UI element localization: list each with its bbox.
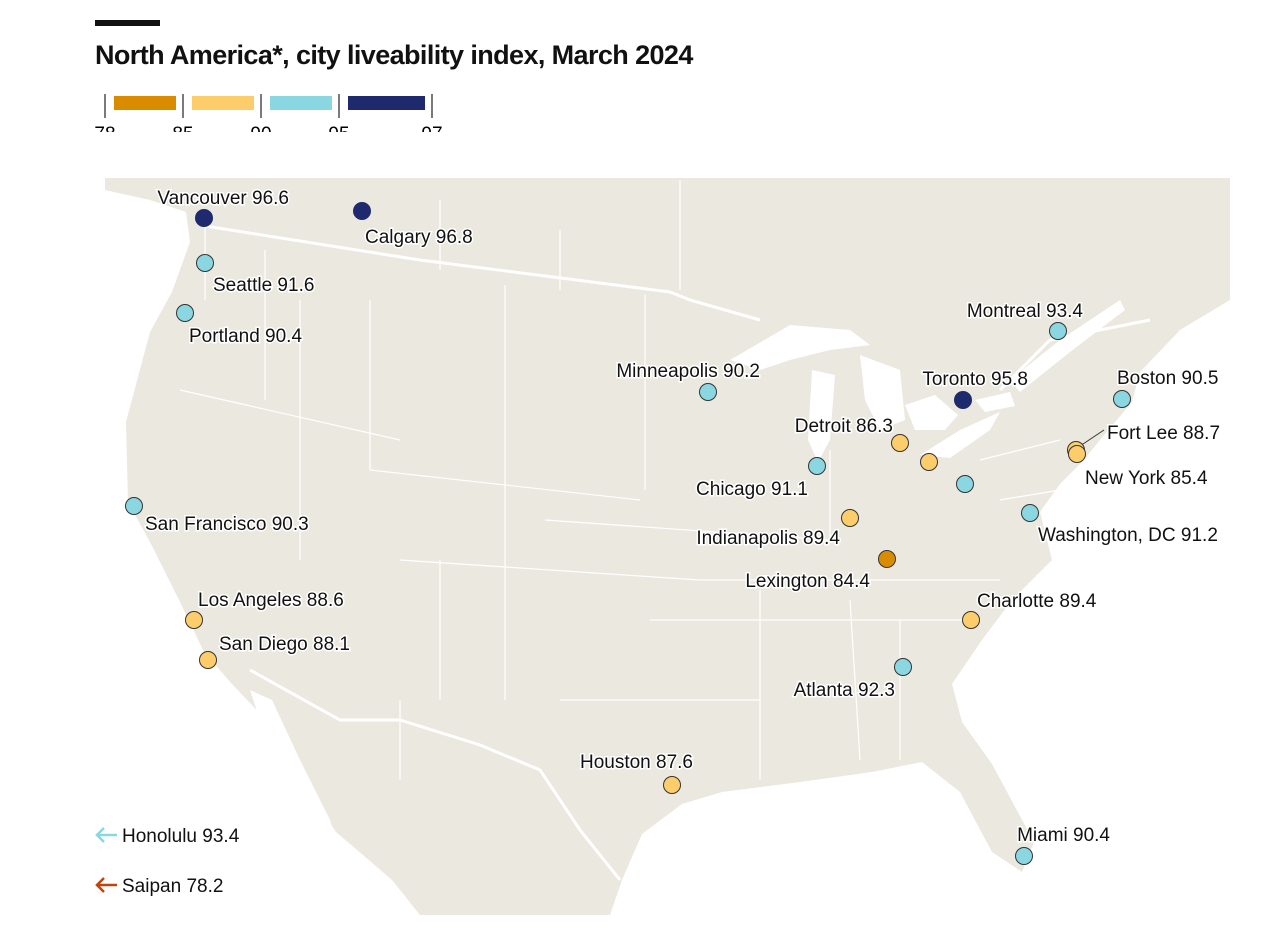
city-marker[interactable] [894, 658, 912, 676]
city-label: San Francisco 90.3 [145, 514, 309, 535]
legend-tick-label: 85 [172, 124, 193, 132]
city-marker [920, 453, 938, 471]
country-border [204, 224, 1151, 881]
arrow-left-icon [95, 827, 117, 843]
city-label: Calgary 96.8 [365, 227, 473, 248]
city-marker[interactable] [1113, 390, 1131, 408]
legend: 78 85 90 95 97 [94, 94, 443, 132]
city-marker[interactable] [1049, 322, 1067, 340]
city-label: Indianapolis 89.4 [696, 528, 840, 549]
city-label: Washington, DC 91.2 [1038, 525, 1218, 546]
city-label: Boston 90.5 [1117, 368, 1218, 389]
city-marker[interactable] [196, 254, 214, 272]
city-marker[interactable] [954, 391, 972, 409]
city-marker[interactable] [878, 550, 896, 568]
city-marker[interactable] [663, 776, 681, 794]
city-label: Chicago 91.1 [696, 479, 808, 500]
city-label: Vancouver 96.6 [157, 188, 289, 209]
land [105, 178, 1230, 915]
state-borders [179, 180, 1061, 780]
city-marker[interactable] [841, 509, 859, 527]
city-label: Fort Lee 88.7 [1107, 423, 1220, 444]
city-marker[interactable] [962, 611, 980, 629]
city-label: Toronto 95.8 [922, 369, 1028, 390]
city-label: San Diego 88.1 [219, 634, 350, 655]
offmap-city-label: Honolulu 93.4 [122, 826, 240, 847]
city-marker[interactable] [891, 434, 909, 452]
city-marker[interactable] [199, 651, 217, 669]
city-marker[interactable] [808, 457, 826, 475]
city-label: Houston 87.6 [580, 752, 693, 773]
city-label: New York 85.4 [1085, 468, 1208, 489]
legend-tick-label: 90 [250, 124, 271, 132]
city-label: Atlanta 92.3 [794, 680, 895, 701]
city-marker [956, 475, 974, 493]
city-marker[interactable] [125, 497, 143, 515]
legend-swatch [270, 96, 332, 110]
offmap-city-label: Saipan 78.2 [122, 876, 223, 897]
city-label: Minneapolis 90.2 [616, 361, 760, 382]
city-label: Charlotte 89.4 [977, 591, 1097, 612]
city-marker[interactable] [1015, 847, 1033, 865]
city-marker[interactable] [353, 202, 371, 220]
city-label: Miami 90.4 [1017, 825, 1110, 846]
legend-swatch [114, 96, 176, 110]
fort-lee-leader-line [1079, 429, 1105, 447]
city-marker[interactable] [176, 304, 194, 322]
arrow-left-icon [95, 877, 117, 893]
city-label: Lexington 84.4 [745, 571, 870, 592]
title-rule [95, 20, 160, 26]
city-marker[interactable] [185, 611, 203, 629]
city-marker[interactable] [1068, 445, 1086, 463]
city-marker[interactable] [699, 383, 717, 401]
city-label: Seattle 91.6 [213, 275, 314, 296]
legend-tick-label: 78 [94, 124, 115, 132]
great-lakes [730, 300, 1125, 462]
city-marker[interactable] [195, 209, 213, 227]
city-label: Montreal 93.4 [967, 301, 1084, 322]
city-label: Los Angeles 88.6 [198, 590, 344, 611]
legend-tick-label: 95 [328, 124, 349, 132]
page-title: North America*, city liveability index, … [95, 40, 693, 70]
city-label: Detroit 86.3 [795, 416, 893, 437]
legend-swatch [192, 96, 254, 110]
city-label: Portland 90.4 [189, 326, 302, 347]
legend-tick-label: 97 [421, 124, 442, 132]
legend-swatch [348, 96, 425, 110]
city-marker[interactable] [1021, 504, 1039, 522]
